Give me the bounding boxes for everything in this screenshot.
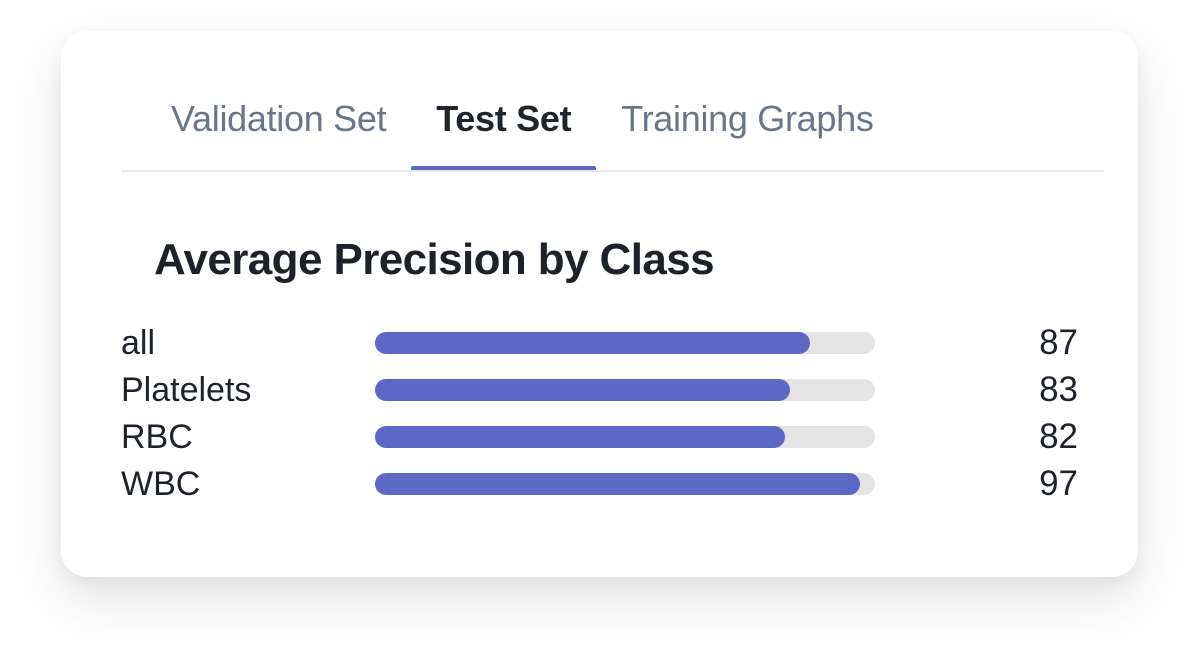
bar-row: WBC 97	[121, 460, 1078, 507]
bar-value: 87	[1039, 322, 1078, 362]
bar-fill	[375, 378, 790, 401]
bar-label: Platelets	[121, 370, 252, 409]
tab-label: Test Set	[436, 98, 572, 139]
model-metrics-card: Validation Set Test Set Training Graphs …	[61, 31, 1138, 577]
bar-value: 83	[1039, 369, 1078, 409]
bar-track	[375, 472, 875, 495]
active-tab-underline	[411, 166, 597, 172]
bar-label: WBC	[121, 464, 201, 503]
bar-row: all 87	[121, 319, 1078, 366]
tab-validation-set[interactable]: Validation Set	[146, 97, 411, 172]
bar-track	[375, 378, 875, 401]
bar-row: RBC 82	[121, 413, 1078, 460]
bar-chart: all 87 Platelets 83 RBC 82	[121, 319, 1078, 507]
bar-label: all	[121, 323, 156, 362]
tab-test-set[interactable]: Test Set	[411, 97, 597, 172]
tab-training-graphs[interactable]: Training Graphs	[596, 97, 898, 172]
bar-track	[375, 425, 875, 448]
bar-fill	[375, 472, 860, 495]
bar-row: Platelets 83	[121, 366, 1078, 413]
bar-track	[375, 331, 875, 354]
bar-value: 97	[1039, 463, 1078, 503]
tab-label: Training Graphs	[621, 98, 874, 139]
bar-fill	[375, 425, 785, 448]
bar-fill	[375, 331, 810, 354]
chart-title: Average Precision by Class	[154, 235, 715, 284]
tab-divider	[121, 170, 1104, 172]
tab-label: Validation Set	[171, 98, 387, 139]
tab-bar: Validation Set Test Set Training Graphs	[146, 97, 899, 172]
bar-value: 82	[1039, 416, 1078, 456]
bar-label: RBC	[121, 417, 193, 456]
